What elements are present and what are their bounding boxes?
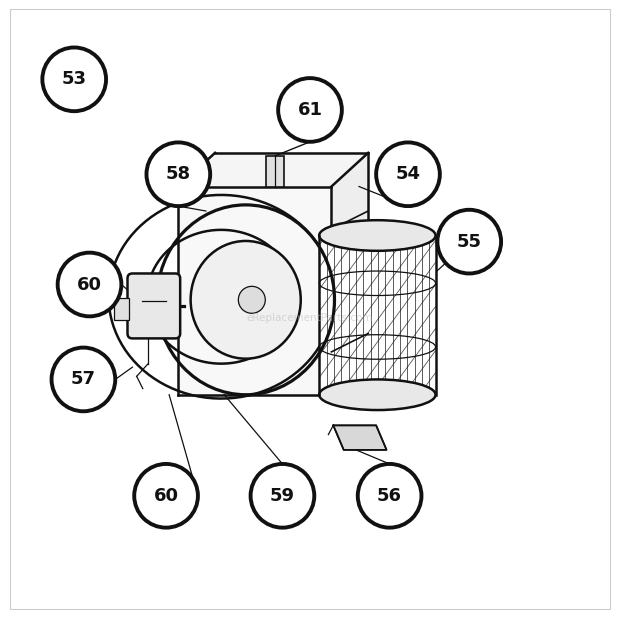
- Text: 60: 60: [154, 487, 179, 505]
- Text: 61: 61: [298, 101, 322, 119]
- Circle shape: [42, 48, 106, 111]
- Text: 55: 55: [457, 232, 482, 251]
- Bar: [114, 298, 130, 320]
- FancyBboxPatch shape: [128, 274, 180, 339]
- Text: eReplacementParts.com: eReplacementParts.com: [247, 313, 373, 323]
- Circle shape: [278, 78, 342, 142]
- Circle shape: [146, 142, 210, 206]
- Text: 56: 56: [377, 487, 402, 505]
- Ellipse shape: [319, 220, 436, 251]
- Circle shape: [238, 286, 265, 313]
- Bar: [319, 235, 436, 395]
- Circle shape: [51, 347, 115, 411]
- Circle shape: [376, 142, 440, 206]
- Text: 53: 53: [62, 70, 87, 88]
- Text: 57: 57: [71, 370, 96, 389]
- Circle shape: [437, 210, 501, 274]
- Text: 59: 59: [270, 487, 295, 505]
- Circle shape: [250, 464, 314, 528]
- Circle shape: [358, 464, 422, 528]
- Polygon shape: [332, 153, 368, 395]
- Ellipse shape: [190, 241, 301, 358]
- Circle shape: [58, 253, 122, 316]
- Polygon shape: [179, 153, 368, 187]
- Text: 58: 58: [166, 165, 191, 184]
- Text: 54: 54: [396, 165, 420, 184]
- Circle shape: [134, 464, 198, 528]
- Polygon shape: [266, 156, 285, 187]
- Polygon shape: [179, 187, 332, 395]
- Polygon shape: [334, 425, 386, 450]
- Ellipse shape: [319, 379, 436, 410]
- Text: 60: 60: [77, 276, 102, 294]
